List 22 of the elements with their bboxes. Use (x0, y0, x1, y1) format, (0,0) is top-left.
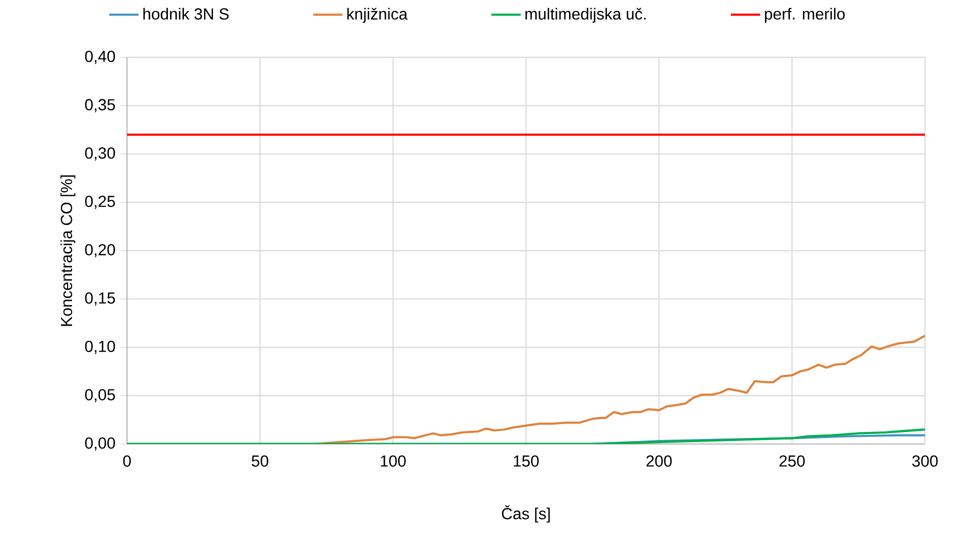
legend-label: knjižnica (347, 8, 408, 23)
y-axis-title: Koncentracija CO [%] (60, 175, 76, 326)
x-tick-label: 250 (779, 455, 805, 467)
y-tick-label: 0,40 (85, 50, 116, 64)
y-tick-label: 0,05 (85, 389, 115, 402)
x-tick-label: 150 (514, 455, 539, 467)
y-tick-label: 0,20 (85, 244, 116, 258)
x-axis-title: Čas [s] (502, 505, 550, 523)
x-tick-label: 100 (380, 455, 406, 467)
y-tick-label: 0,15 (85, 292, 115, 306)
y-tick-label: 0,25 (85, 196, 115, 209)
y-tick-label: 0,30 (85, 147, 116, 161)
x-tick-label: 50 (252, 455, 268, 467)
y-tick-label: 0,00 (85, 437, 116, 451)
x-tick-label: 0 (123, 455, 131, 467)
legend-label: perf. merilo (764, 8, 845, 23)
legend-label: hodnik 3N S (143, 8, 229, 20)
x-tick-label: 200 (646, 455, 672, 467)
legend-label: multimedijska uč. (525, 8, 646, 23)
y-tick-label: 0,35 (85, 99, 115, 112)
x-tick-label: 300 (912, 455, 938, 467)
y-tick-label: 0,10 (85, 340, 116, 354)
